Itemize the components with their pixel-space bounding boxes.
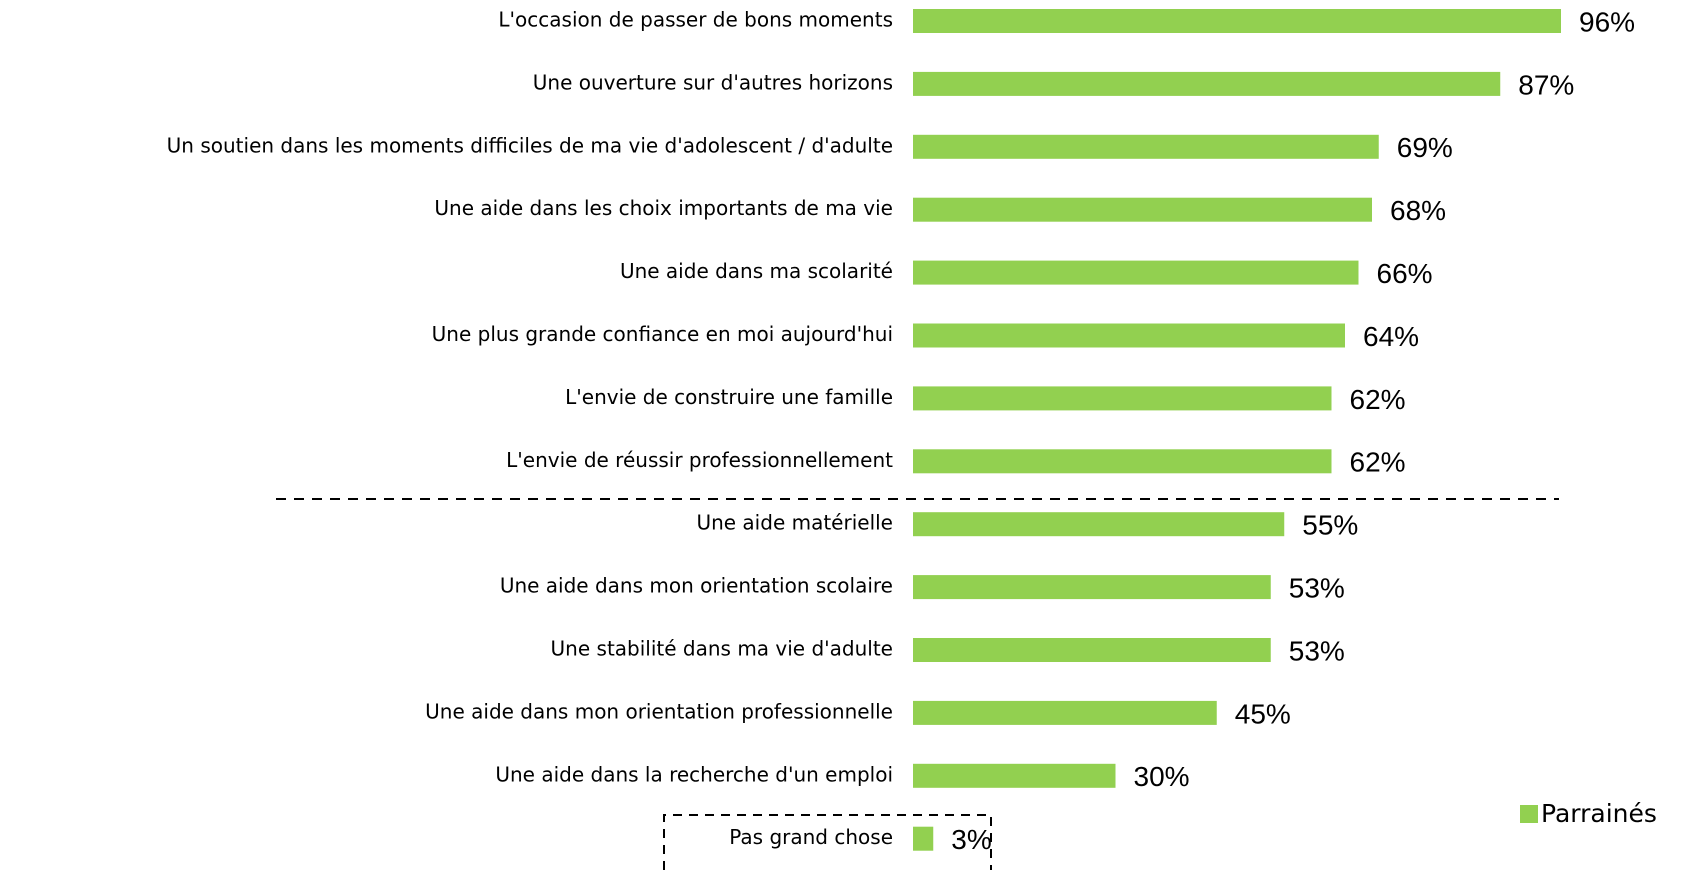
category-label: Une ouverture sur d'autres horizons	[533, 70, 893, 94]
category-label: Pas grand chose	[729, 825, 893, 849]
bar	[913, 260, 1359, 285]
value-label: 53%	[1289, 635, 1345, 666]
category-label: Une stabilité dans ma vie d'adulte	[551, 637, 893, 661]
category-label: L'occasion de passer de bons moments	[498, 8, 893, 32]
legend-label: Parrainés	[1541, 799, 1657, 828]
value-label: 64%	[1363, 321, 1419, 352]
bar	[913, 449, 1332, 474]
bar	[913, 638, 1271, 662]
bar	[913, 71, 1501, 96]
value-label: 53%	[1289, 572, 1345, 603]
category-label: Un soutien dans les moments difficiles d…	[167, 133, 893, 157]
value-label: 62%	[1350, 384, 1406, 415]
value-label: 3%	[951, 824, 991, 855]
bar	[913, 700, 1217, 725]
value-label: 87%	[1518, 69, 1574, 100]
category-label: Une aide dans la recherche d'un emploi	[495, 762, 893, 786]
value-label: 69%	[1397, 132, 1453, 163]
bar	[913, 826, 934, 851]
bar	[913, 763, 1116, 788]
bar	[913, 512, 1285, 537]
value-label: 66%	[1377, 258, 1433, 289]
category-label: Une aide matérielle	[696, 511, 893, 535]
value-label: 68%	[1390, 195, 1446, 226]
category-label: L'envie de construire une famille	[565, 385, 893, 409]
value-label: 96%	[1579, 6, 1635, 37]
category-label: Une aide dans mon orientation scolaire	[500, 574, 893, 598]
bar	[913, 323, 1345, 348]
bar	[913, 134, 1379, 159]
bar	[913, 197, 1372, 222]
category-label: Une plus grande confiance en moi aujourd…	[432, 322, 893, 346]
category-label: Une aide dans les choix importants de ma…	[434, 196, 893, 220]
value-label: 62%	[1350, 447, 1406, 478]
bar	[913, 386, 1332, 411]
legend-swatch	[1520, 805, 1538, 823]
bar	[913, 575, 1271, 600]
value-label: 45%	[1235, 698, 1291, 729]
bar	[913, 9, 1561, 33]
category-label: L'envie de réussir professionnellement	[506, 448, 893, 472]
value-label: 55%	[1302, 510, 1358, 541]
value-label: 30%	[1134, 761, 1190, 792]
category-label: Une aide dans ma scolarité	[620, 259, 893, 283]
category-label: Une aide dans mon orientation profession…	[425, 699, 893, 723]
